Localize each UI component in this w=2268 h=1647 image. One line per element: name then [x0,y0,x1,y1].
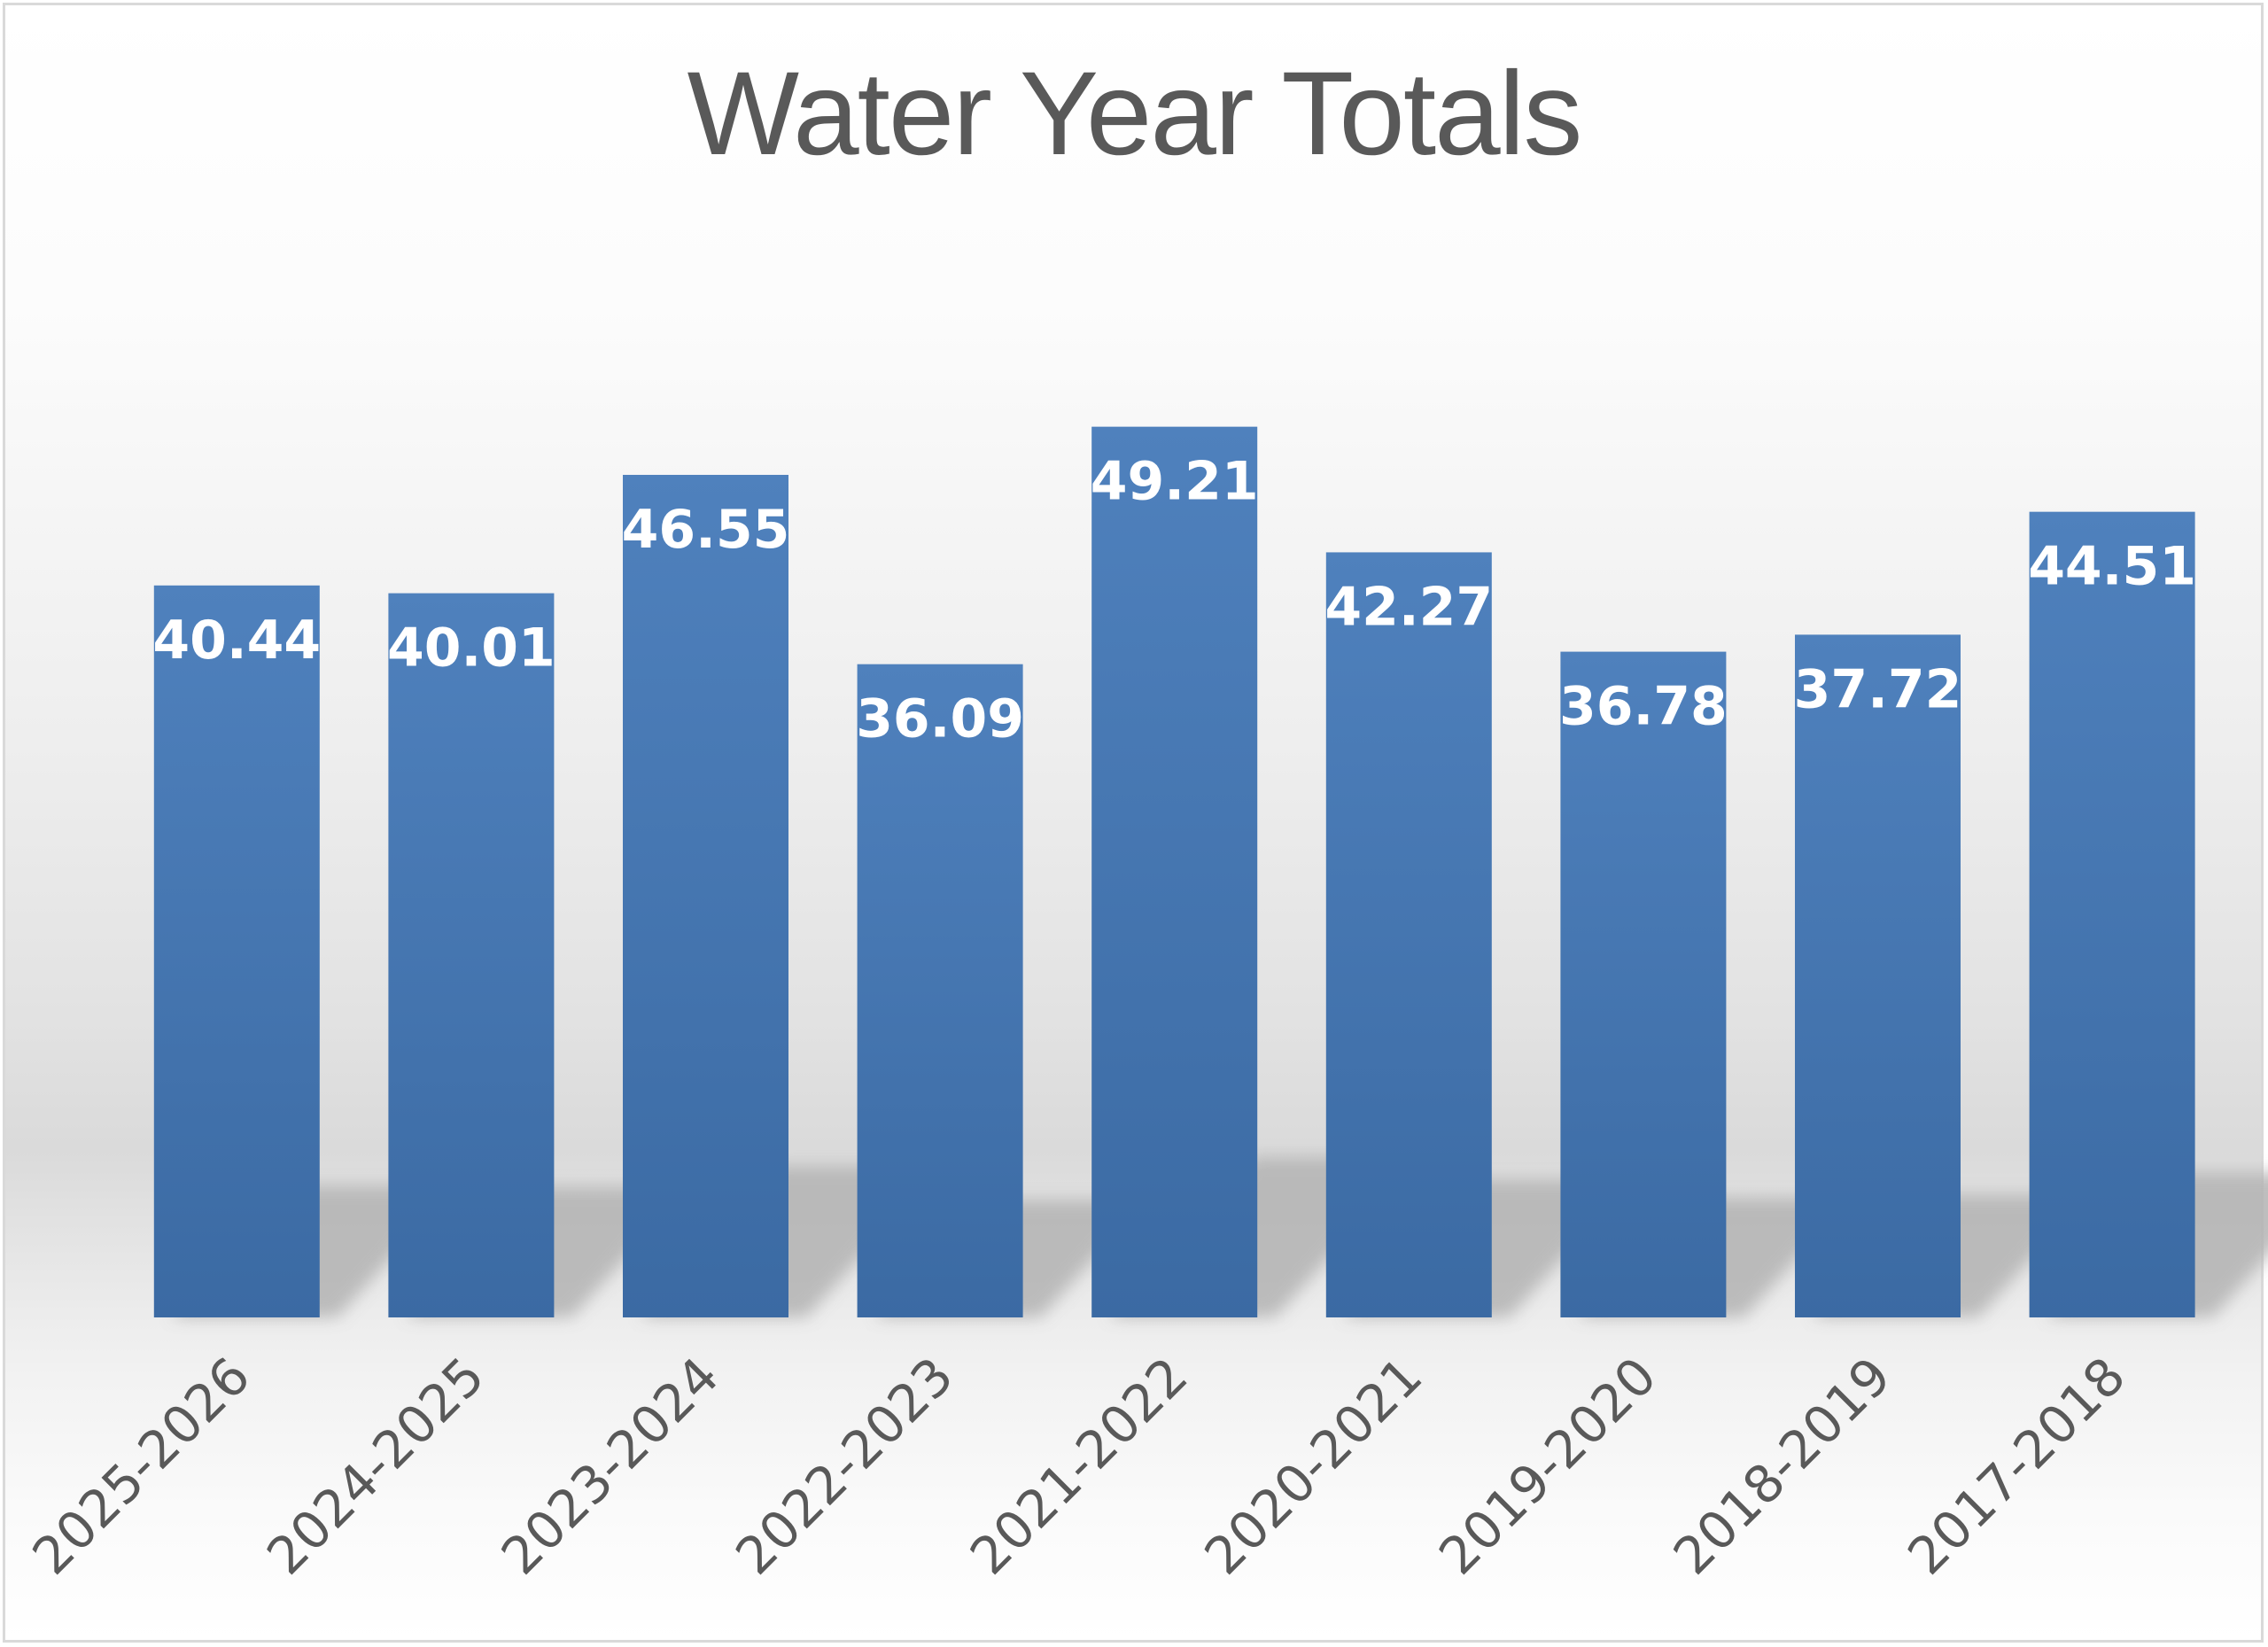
category-tick-label: 2021-2022 [959,1346,1200,1587]
category-tick-label: 2024-2025 [255,1346,496,1587]
data-label: 42.27 [1324,576,1493,638]
bar-2018-2019 [1795,634,1961,1317]
bar-2025-2026 [153,585,320,1317]
data-label: 37.72 [1794,658,1962,720]
bar-2022-2023 [857,664,1023,1317]
bar-2017-2018 [2029,511,2195,1317]
data-labels: 40.44 40.01 46.55 36.09 49.21 42.27 36.78 37.72… [152,451,2196,750]
category-axis: 2025-20262024-20252023-20242022-20232021… [21,1346,2137,1587]
bar-2020-2021 [1325,552,1492,1317]
data-label: 40.44 [152,610,321,672]
data-label: 40.01 [387,618,555,680]
category-tick-label: 2019-2020 [1427,1346,1668,1587]
category-tick-label: 2022-2023 [724,1346,965,1587]
category-tick-label: 2018-2019 [1662,1346,1903,1587]
category-tick-label: 2020-2021 [1193,1346,1434,1587]
bar-2021-2022 [1091,426,1258,1317]
bar-2023-2024 [623,474,788,1317]
category-tick-label: 2017-2018 [1896,1346,2137,1587]
bars [153,426,2195,1317]
data-label: 36.09 [856,688,1024,750]
data-label: 49.21 [1091,451,1259,513]
category-tick-label: 2025-2026 [21,1346,262,1587]
data-label: 36.78 [1559,676,1728,738]
bar-2019-2020 [1560,651,1727,1317]
bar-2024-2025 [388,593,555,1317]
data-label: 44.51 [2028,536,2196,598]
chart-title: Water Year Totals [687,48,1583,180]
data-label: 46.55 [622,499,790,561]
category-tick-label: 2023-2024 [490,1346,731,1587]
